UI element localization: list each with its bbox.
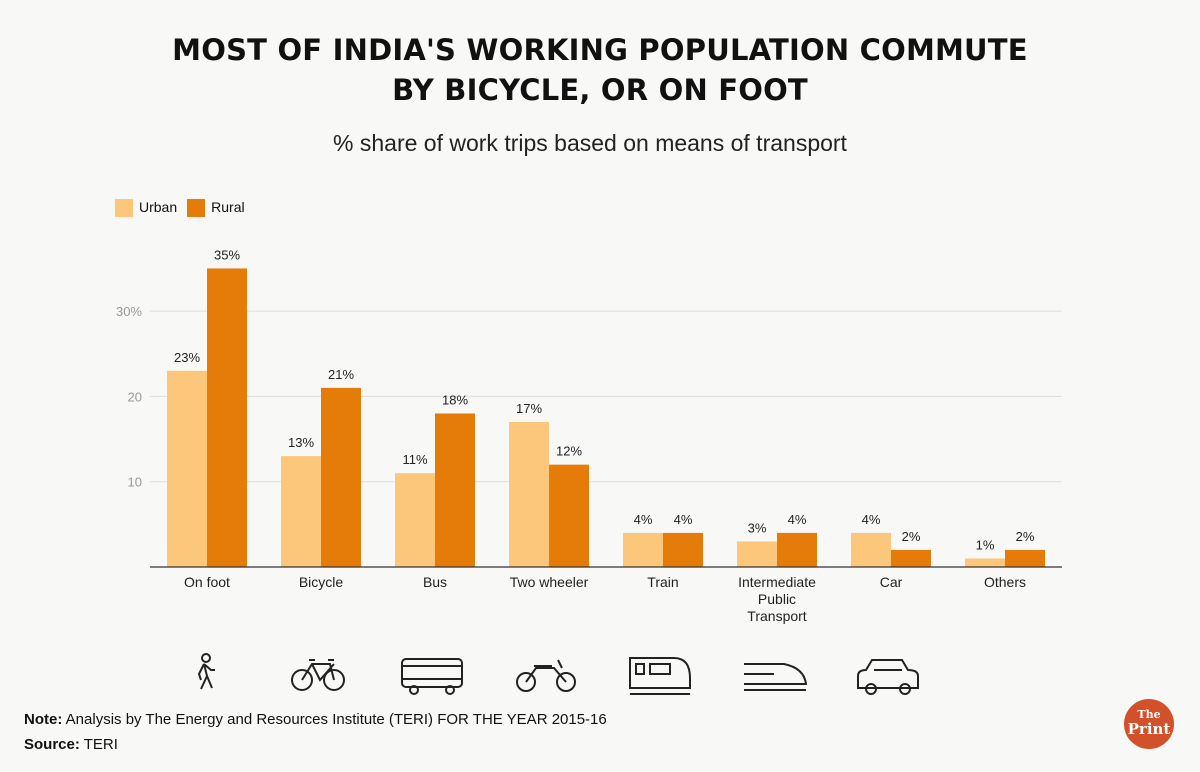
data-label: 4% [862,512,881,527]
bar-urban [737,541,777,567]
chart-title: MOST OF INDIA'S WORKING POPULATION COMMU… [0,30,1200,110]
bar-urban [281,456,321,567]
source: Source: TERI [24,736,118,753]
data-label: 3% [748,520,767,535]
bar-urban [509,421,549,567]
bar-rural [435,413,475,567]
x-tick-label: Bicycle [299,574,344,590]
bar-rural [549,464,589,567]
x-tick-label: On foot [184,574,230,590]
note: Note: Analysis by The Energy and Resourc… [24,711,607,728]
bullet-train-icon [744,663,808,691]
data-label: 1% [976,537,995,552]
bicycle-icon [291,659,345,691]
car-icon [857,659,919,695]
bar-rural [1005,549,1045,567]
y-tick-label: 10 [128,475,142,490]
legend-rural: Rural [187,199,245,218]
data-label: 21% [328,367,354,382]
bar-urban [167,370,207,567]
data-label: 13% [288,435,314,450]
legend-label-rural: Rural [211,199,245,215]
legend-label-urban: Urban [139,199,178,215]
bar-urban [395,473,435,567]
data-label: 11% [402,452,427,467]
data-label: 4% [674,512,693,527]
legend-urban: Urban [115,199,178,218]
x-tick-label: Public [758,591,796,607]
data-label: 12% [556,444,582,459]
x-tick-label: Transport [747,608,807,624]
data-label: 4% [634,512,653,527]
walking-person-icon [197,653,215,690]
motorcycle-icon [516,659,576,692]
bar-rural [321,387,361,567]
title-line-2: BY BICYCLE, OR ON FOOT [392,73,808,107]
x-tick-label: Bus [423,574,447,590]
x-tick-label: Intermediate [738,574,816,590]
legend-swatch-rural [187,199,206,218]
source-label: Source: [24,736,80,753]
y-tick-label: 30% [116,304,142,319]
note-label: Note: [24,711,63,728]
theprint-logo: The Print [1124,699,1174,749]
bar-rural [663,532,703,567]
bar-urban [965,558,1005,567]
bar-urban [851,532,891,567]
note-text: Analysis by The Energy and Resources Ins… [62,711,607,728]
bar-rural [207,268,247,567]
x-tick-label: Others [984,574,1026,590]
bar-urban [623,532,663,567]
legend: Urban Rural [115,199,245,218]
title-line-1: MOST OF INDIA'S WORKING POPULATION COMMU… [172,33,1028,67]
legend-swatch-urban [115,199,133,218]
chart-subtitle: % share of work trips based on means of … [333,130,847,156]
data-label: 4% [788,512,807,527]
data-label: 35% [214,247,240,262]
bar-rural [777,532,817,567]
data-label: 23% [174,350,200,365]
bar-rural [891,549,931,567]
data-label: 18% [442,392,468,407]
source-text: TERI [79,736,118,753]
x-tick-label: Two wheeler [510,574,589,590]
x-tick-label: Car [880,574,903,590]
data-label: 17% [516,401,542,416]
data-label: 2% [1016,529,1035,544]
bus-icon [401,658,463,695]
train-icon [629,657,691,695]
data-label: 2% [902,529,921,544]
x-tick-label: Train [647,574,678,590]
y-tick-label: 20 [128,389,142,404]
